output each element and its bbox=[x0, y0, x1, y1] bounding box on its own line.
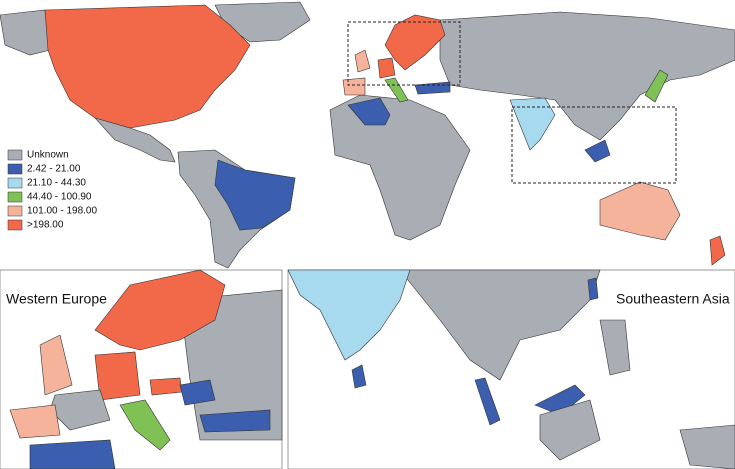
inset-title: Southeastern Asia bbox=[616, 291, 730, 307]
legend-swatch bbox=[7, 219, 23, 231]
legend-swatch bbox=[7, 205, 23, 217]
algeria bbox=[29, 439, 116, 469]
philippines bbox=[599, 319, 631, 376]
indonesia bbox=[539, 399, 601, 461]
inset-frame bbox=[347, 21, 461, 86]
italy bbox=[384, 77, 409, 103]
legend-swatch bbox=[7, 149, 23, 161]
hungary bbox=[149, 377, 183, 396]
turkey bbox=[199, 409, 271, 433]
eastern-europe bbox=[179, 289, 283, 441]
taiwan bbox=[587, 277, 599, 301]
legend: Unknown 2.42 - 21.00 21.10 - 44.30 44.40 - … bbox=[7, 149, 97, 231]
germany bbox=[377, 57, 396, 79]
inset-title: Western Europe bbox=[6, 291, 107, 307]
india bbox=[287, 269, 411, 361]
italy bbox=[119, 399, 171, 451]
malaysia bbox=[584, 139, 611, 163]
central-america bbox=[94, 117, 176, 163]
algeria bbox=[347, 97, 391, 126]
japan bbox=[644, 69, 669, 103]
legend-label: >198.00 bbox=[27, 220, 64, 231]
legend-label: 101.00 - 198.00 bbox=[27, 206, 97, 217]
malaysia-peninsula bbox=[474, 377, 501, 426]
north-america bbox=[44, 4, 251, 129]
australia bbox=[599, 181, 681, 241]
legend-swatch bbox=[7, 163, 23, 175]
uk bbox=[354, 49, 371, 73]
alaska bbox=[0, 9, 51, 56]
europe-inset: Western Europe bbox=[0, 269, 283, 469]
spain bbox=[9, 404, 61, 439]
india bbox=[509, 97, 556, 151]
papua bbox=[679, 424, 735, 469]
turkey bbox=[414, 81, 451, 95]
romania bbox=[179, 379, 216, 406]
asia-mainland bbox=[399, 269, 601, 381]
world-map bbox=[0, 1, 735, 269]
uk bbox=[39, 334, 73, 396]
legend-label: 44.40 - 100.90 bbox=[27, 192, 92, 203]
germany bbox=[94, 351, 141, 401]
eurasia bbox=[439, 11, 735, 141]
scandinavia bbox=[94, 269, 226, 351]
sri-lanka bbox=[351, 364, 367, 389]
africa bbox=[329, 94, 471, 241]
inset-frame bbox=[511, 106, 677, 184]
asia-inset: Southeastern Asia bbox=[287, 269, 735, 469]
spain bbox=[342, 77, 366, 96]
legend-label: Unknown bbox=[27, 150, 69, 161]
legend-swatch bbox=[7, 177, 23, 189]
legend-swatch bbox=[7, 191, 23, 203]
legend-label: 21.10 - 44.30 bbox=[27, 178, 86, 189]
scandinavia bbox=[384, 14, 446, 71]
new-zealand bbox=[709, 235, 726, 266]
brazil bbox=[214, 159, 296, 231]
legend-label: 2.42 - 21.00 bbox=[27, 164, 81, 175]
